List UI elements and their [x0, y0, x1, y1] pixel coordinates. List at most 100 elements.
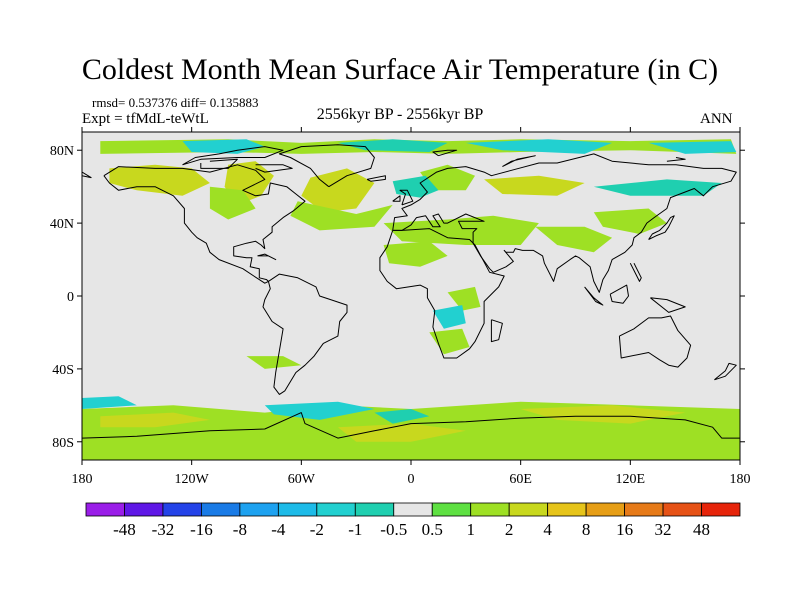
anomaly-region: [432, 305, 466, 329]
colorbar-label: -1: [348, 520, 362, 539]
colorbar-label: -2: [310, 520, 324, 539]
coastline: [666, 157, 686, 162]
anomaly-region: [383, 241, 448, 267]
anomaly-region: [337, 139, 448, 152]
colorbar-label: 1: [466, 520, 475, 539]
coastline: [618, 315, 692, 368]
colorbar-box: [393, 502, 433, 517]
anomaly-region: [648, 141, 737, 154]
anomaly-region: [535, 226, 613, 253]
coastline: [200, 158, 238, 169]
anomaly-region: [100, 412, 210, 428]
anomaly-region: [593, 208, 667, 234]
lat-tick-label: 80N: [50, 144, 74, 159]
lat-tick-label: 0: [67, 290, 74, 305]
lat-tick-label: 40N: [50, 217, 74, 232]
colorbar-box: [547, 502, 587, 517]
experiment-line: Expt = tfMdL-teWtL: [82, 111, 209, 127]
coastline: [182, 146, 284, 166]
anomaly-region: [593, 179, 722, 196]
colorbar-label: -16: [190, 520, 213, 539]
anomaly-region: [484, 175, 585, 196]
colorbar-box: [85, 502, 125, 517]
anomaly-region: [520, 405, 686, 424]
anomaly-region: [109, 164, 210, 196]
colorbar-box: [662, 502, 702, 517]
anomaly-region: [264, 401, 375, 420]
anomaly-region: [246, 356, 302, 369]
lon-tick-label: 60W: [288, 472, 316, 487]
map-title: Coldest Month Mean Surface Air Temperatu…: [81, 53, 719, 86]
colorbar-box: [277, 502, 318, 517]
colorbar-label: -8: [233, 520, 247, 539]
colorbar-box: [162, 502, 202, 517]
longitude-axis: 180 120W 60W 0 60E 120E 180: [72, 127, 751, 487]
anomaly-region: [447, 286, 481, 311]
coastline: [648, 215, 675, 240]
colorbar-label: -32: [152, 520, 175, 539]
colorbar-box: [239, 502, 279, 517]
colorbar-label: 8: [582, 520, 591, 539]
coastline: [278, 144, 375, 188]
colorbar-labels: -48 -32 -16 -8 -4 -2 -1 -0.5 0.5 1 2 4 8 16 32 48: [113, 520, 710, 539]
anomaly-region: [420, 164, 475, 191]
coastline: [262, 273, 348, 395]
coastline: [399, 189, 414, 206]
colorbar-box: [585, 502, 625, 517]
latitude-axis: 80N 40N 0 40S 80S: [50, 144, 745, 451]
anomaly-region: [290, 201, 393, 231]
coastline: [609, 284, 629, 304]
colorbar-box: [470, 502, 510, 517]
colorbar-box: [316, 502, 356, 517]
anomaly-region: [337, 423, 466, 442]
coastline: [714, 362, 737, 381]
lon-tick-label: 60E: [509, 472, 532, 487]
anomaly-region: [383, 215, 539, 245]
colorbar-box: [431, 502, 472, 517]
colorbar-label: 0.5: [422, 520, 443, 539]
lon-tick-label: 120W: [175, 472, 210, 487]
coastline: [629, 262, 642, 282]
period-line: 2556kyr BP - 2556kyr BP: [316, 106, 484, 123]
colorbar-label: 48: [693, 520, 710, 539]
coastline: [502, 155, 536, 168]
colorbar-label: -0.5: [380, 520, 407, 539]
coastline: [82, 412, 740, 439]
colorbar-box: [624, 502, 664, 517]
colorbar-boxes: [85, 502, 741, 517]
anomaly-region: [374, 409, 430, 424]
colorbar-label: -4: [271, 520, 286, 539]
colorbar-label: -48: [113, 520, 136, 539]
coastline: [392, 195, 401, 202]
lon-tick-label: 180: [730, 472, 751, 487]
colorbar-box: [124, 502, 164, 517]
coastline: [255, 164, 293, 173]
anomaly-region: [465, 139, 613, 154]
lon-tick-label: 120E: [616, 472, 646, 487]
stats-line: rmsd= 0.537376 diff= 0.135883: [92, 95, 259, 110]
colorbar-box: [201, 502, 241, 517]
coastline: [103, 164, 306, 284]
coastline: [366, 175, 386, 182]
lat-tick-label: 40S: [52, 363, 74, 378]
lon-tick-label: 0: [408, 472, 415, 487]
coastline-layer: [82, 144, 740, 439]
colorbar-label: 2: [505, 520, 514, 539]
coastline: [82, 171, 92, 179]
coastline: [432, 149, 458, 157]
anomaly-region: [182, 139, 265, 154]
colorbar-box: [508, 502, 549, 517]
colorbar-box: [701, 502, 741, 517]
coastline: [584, 286, 604, 306]
lat-tick-label: 80S: [52, 436, 74, 451]
season-label: ANN: [700, 111, 733, 127]
lon-tick-label: 180: [72, 472, 93, 487]
anomaly-region: [429, 328, 470, 355]
colorbar-label: 16: [616, 520, 633, 539]
anomaly-region: [82, 396, 137, 409]
coastline: [379, 228, 505, 359]
anomaly-region: [209, 186, 256, 220]
colorbar-label: 4: [543, 520, 552, 539]
